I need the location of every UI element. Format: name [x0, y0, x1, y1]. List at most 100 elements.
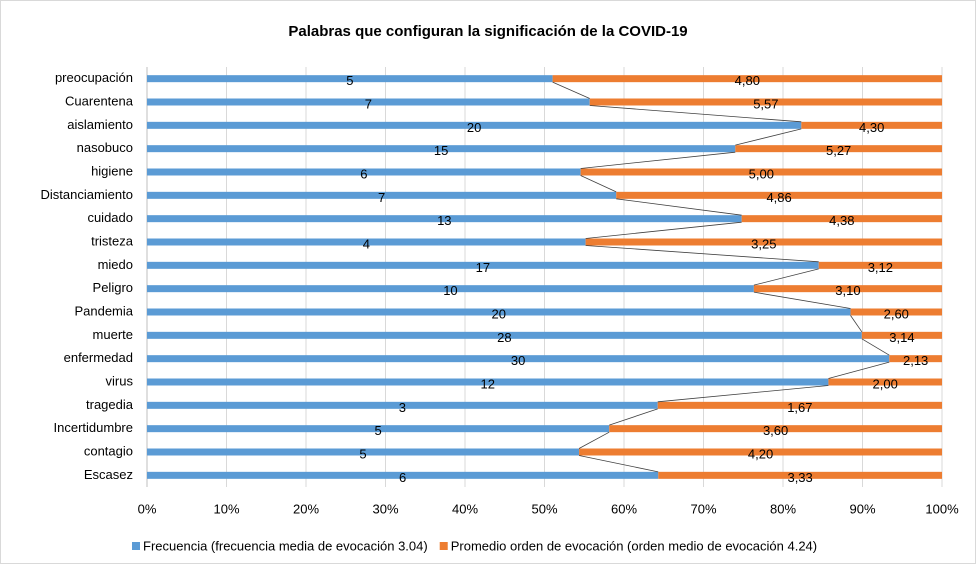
data-label: 3,12	[868, 260, 893, 275]
series-line	[578, 455, 659, 473]
series-line	[616, 198, 742, 216]
bar-segment	[147, 425, 610, 433]
bar-segment	[147, 145, 736, 153]
x-tick-label: 20%	[293, 501, 319, 516]
y-tick-label: Incertidumbre	[54, 420, 133, 435]
data-label: 13	[437, 213, 451, 228]
series-line	[578, 431, 610, 449]
bar-segment	[753, 285, 942, 293]
x-tick-label: 100%	[925, 501, 959, 516]
series-line	[861, 338, 890, 356]
bar-segment	[147, 285, 754, 293]
data-label: 3,25	[751, 236, 776, 251]
bar-segment	[801, 121, 942, 129]
data-label: 4,80	[735, 73, 760, 88]
data-label: 3,33	[787, 470, 812, 485]
series-line	[850, 315, 863, 333]
y-tick-label: Cuarentena	[65, 93, 134, 108]
data-label: 2,00	[873, 376, 898, 391]
y-tick-label: enfermedad	[64, 350, 133, 365]
bar-segment	[147, 168, 581, 176]
chart-title: Palabras que configuran la significación…	[288, 23, 687, 40]
bar-segment	[889, 355, 942, 363]
y-tick-label: virus	[106, 373, 134, 388]
bar-segment	[552, 75, 942, 83]
series-line	[552, 81, 590, 99]
data-label: 5	[359, 446, 366, 461]
legend-label: Promedio orden de evocación (orden medio…	[451, 538, 817, 553]
bar-segment	[589, 98, 942, 106]
data-label: 2,60	[884, 306, 909, 321]
bar-segment	[147, 121, 802, 129]
y-tick-label: miedo	[98, 257, 133, 272]
data-label: 7	[378, 190, 385, 205]
series-line	[609, 408, 658, 426]
y-tick-label: tragedia	[86, 397, 134, 412]
data-label: 12	[480, 376, 494, 391]
legend-swatch	[439, 542, 448, 550]
bar-segment	[741, 215, 942, 223]
data-label: 6	[360, 166, 367, 181]
data-label: 3,10	[835, 283, 860, 298]
data-label: 5,57	[753, 96, 778, 111]
data-label: 3	[399, 400, 406, 415]
data-label: 5,27	[826, 143, 851, 158]
legend-label: Frecuencia (frecuencia media de evocació…	[143, 538, 428, 553]
x-tick-label: 80%	[770, 501, 796, 516]
y-tick-label: aislamiento	[67, 117, 133, 132]
bar-segment	[147, 448, 580, 456]
y-tick-label: contagio	[84, 443, 133, 458]
x-tick-label: 60%	[611, 501, 637, 516]
y-tick-label: nasobuco	[77, 140, 133, 155]
legend-swatch	[132, 542, 140, 550]
y-tick-label: higiene	[91, 163, 133, 178]
bar-segment	[147, 308, 851, 316]
y-tick-label: muerte	[93, 327, 133, 342]
data-label: 3,60	[763, 423, 788, 438]
bar-segment	[585, 238, 942, 246]
y-tick-label: Distanciamiento	[41, 187, 134, 202]
x-tick-label: 30%	[372, 501, 398, 516]
y-tick-label: Peligro	[93, 280, 133, 295]
series-line	[753, 291, 851, 309]
y-tick-label: preocupación	[55, 70, 133, 85]
data-label: 5	[374, 423, 381, 438]
data-label: 4,20	[748, 446, 773, 461]
x-tick-label: 40%	[452, 501, 478, 516]
series-line	[589, 105, 802, 123]
series-line	[580, 175, 617, 193]
bar-segment	[147, 191, 617, 199]
bar-segment	[609, 425, 942, 433]
series-line	[585, 245, 819, 263]
data-label: 7	[365, 96, 372, 111]
bar-segment	[657, 401, 942, 409]
data-label: 6	[399, 470, 406, 485]
bar-segment	[735, 145, 942, 153]
data-label: 2,13	[903, 353, 928, 368]
data-label: 4,38	[829, 213, 854, 228]
data-label: 20	[492, 306, 506, 321]
bar-segment	[147, 355, 890, 363]
bar-segment	[579, 448, 942, 456]
data-label: 5,00	[749, 166, 774, 181]
data-label: 4,86	[766, 190, 791, 205]
data-label: 28	[497, 330, 511, 345]
data-label: 3,14	[889, 330, 914, 345]
bar-segment	[147, 75, 553, 83]
bar-segment	[147, 378, 829, 386]
bar-segment	[616, 191, 942, 199]
bar-segment	[147, 98, 590, 106]
bar-segment	[580, 168, 942, 176]
series-line	[753, 268, 819, 286]
bar-segment	[147, 238, 586, 246]
data-label: 4,30	[859, 120, 884, 135]
data-label: 5	[346, 73, 353, 88]
data-label: 10	[443, 283, 457, 298]
data-label: 17	[476, 260, 490, 275]
x-tick-label: 0%	[138, 501, 157, 516]
bar-segment	[861, 331, 942, 339]
y-tick-label: tristeza	[91, 233, 134, 248]
bar-segment	[818, 261, 942, 269]
